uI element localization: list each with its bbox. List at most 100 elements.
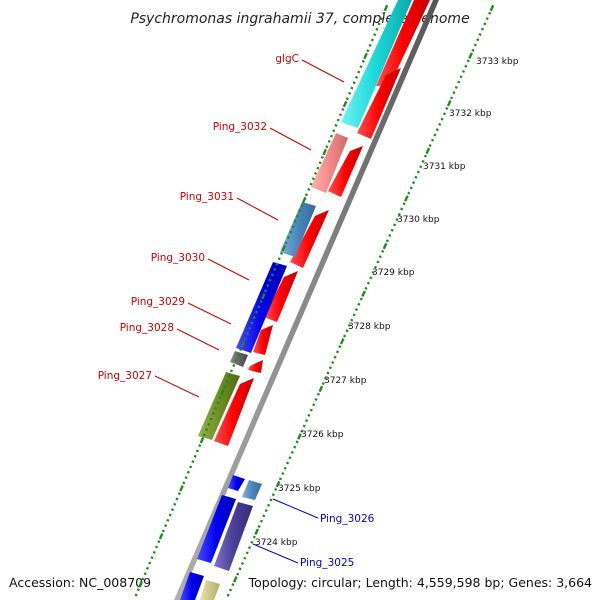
leader-line-ping-3030	[207, 258, 250, 281]
leader-line-ping-3027	[154, 375, 200, 398]
tick-mark	[275, 480, 281, 488]
tick-mark	[184, 476, 188, 480]
tick-mark	[445, 107, 449, 111]
kbp-label-3730: 3730 kbp	[397, 215, 440, 225]
tick-mark	[304, 193, 309, 197]
tick-mark	[209, 417, 213, 421]
tick-mark	[134, 593, 138, 597]
tick-mark	[324, 376, 328, 380]
gene-arrow	[200, 580, 220, 600]
gene-label-ping-3026: Ping_3026	[320, 513, 375, 525]
tick-mark	[281, 472, 285, 476]
tick-mark	[300, 429, 304, 433]
tick-mark	[141, 577, 145, 581]
tick-mark	[182, 481, 186, 485]
tick-mark	[264, 509, 268, 513]
tick-mark	[363, 52, 368, 60]
tick-mark	[381, 249, 385, 253]
tick-mark	[312, 403, 316, 407]
tick-mark	[259, 300, 263, 303]
tick-mark	[382, 242, 388, 250]
tick-mark	[252, 535, 256, 539]
tick-mark	[321, 382, 325, 386]
tick-mark	[261, 292, 266, 300]
gene-arrow-ping-3031	[280, 202, 316, 257]
map-title: Psychromonas ingrahamii 37, complete gen…	[130, 11, 469, 27]
tick-mark	[371, 271, 375, 275]
tick-mark	[483, 22, 487, 26]
tick-mark	[223, 385, 227, 389]
tick-mark	[240, 562, 244, 565]
tick-mark	[404, 195, 409, 202]
gene-arrow-ping-3030	[236, 262, 287, 353]
tick-mark	[450, 96, 454, 100]
tick-mark	[348, 91, 352, 95]
tick-mark	[375, 27, 379, 31]
tick-mark	[269, 498, 273, 502]
tick-mark	[331, 360, 335, 364]
tick-mark	[166, 518, 170, 522]
tick-mark	[442, 112, 447, 116]
tick-mark	[136, 588, 140, 592]
tick-mark	[343, 334, 347, 338]
tick-mark	[186, 470, 190, 474]
gene-label-ping-3027: Ping_3027	[98, 370, 152, 382]
tick-mark	[485, 17, 489, 21]
tick-mark	[247, 546, 252, 550]
tick-mark	[284, 241, 288, 245]
tick-marks-outer	[226, 4, 495, 597]
leader-line-ping-3028	[176, 328, 220, 351]
tick-mark	[480, 27, 485, 31]
leader-line-ping-3031	[236, 197, 279, 221]
tick-mark	[170, 508, 174, 512]
tick-mark	[295, 440, 299, 444]
tick-mark	[277, 257, 281, 261]
gene-arrow	[180, 572, 204, 600]
tick-mark	[489, 4, 495, 12]
tick-mark	[252, 316, 256, 320]
leader-line-glgc	[301, 59, 345, 83]
tick-mark	[392, 223, 397, 227]
tick-mark	[259, 519, 263, 523]
tick-mark	[179, 485, 184, 492]
gene-labels: glgC Ping_3032 Ping_3031 Ping_3030 Ping_…	[98, 53, 375, 569]
tick-mark	[390, 228, 394, 232]
tick-mark	[328, 366, 332, 370]
tick-mark	[234, 358, 238, 362]
tick-mark	[286, 461, 290, 465]
tick-mark	[457, 80, 461, 84]
tick-mark	[378, 255, 382, 259]
tick-mark	[339, 338, 345, 345]
tick-mark	[476, 38, 480, 42]
tick-mark	[402, 202, 406, 206]
gene-arrow-ping-3028	[230, 351, 248, 367]
tick-mark	[248, 326, 252, 330]
tick-mark	[250, 540, 254, 544]
tick-mark	[281, 244, 287, 252]
tick-mark	[211, 412, 215, 416]
gene-arrow-ping-3025	[214, 502, 253, 571]
tick-mark	[311, 177, 315, 181]
tick-mark	[461, 69, 466, 73]
forward-genes	[214, 0, 430, 446]
kbp-labels: 3733 kbp 3732 kbp 3731 kbp 3730 kbp 3729…	[255, 57, 519, 548]
kbp-label-3732: 3732 kbp	[449, 109, 492, 119]
tick-mark	[254, 528, 259, 535]
gene-arrow	[197, 495, 236, 563]
tick-mark	[173, 502, 177, 506]
gene-arrow	[264, 271, 298, 322]
tick-mark	[369, 276, 373, 280]
genome-backbone	[174, 0, 439, 600]
tick-mark	[395, 218, 399, 222]
topology-text: Topology: circular; Length: 4,559,598 bp…	[248, 575, 592, 590]
tick-mark	[262, 514, 266, 518]
tick-mark	[250, 321, 254, 325]
tick-mark	[423, 154, 427, 158]
tick-mark	[291, 225, 295, 229]
tick-mark	[366, 49, 370, 53]
tick-mark	[228, 588, 233, 592]
tick-mark	[254, 310, 259, 314]
tick-mark	[357, 302, 361, 306]
tick-mark	[359, 297, 363, 301]
tick-mark	[138, 581, 143, 588]
